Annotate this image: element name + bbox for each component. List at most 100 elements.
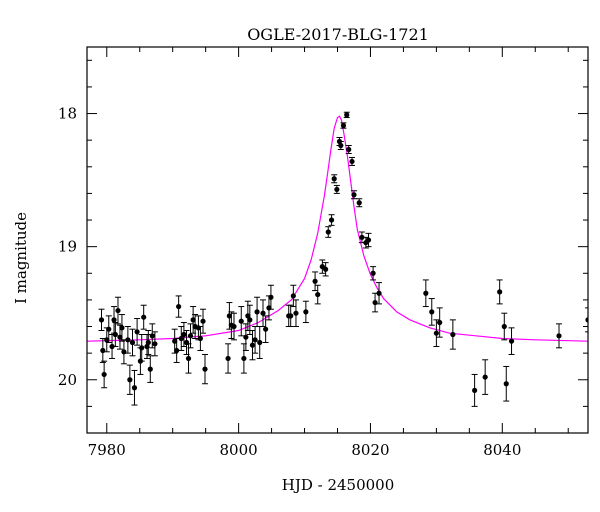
data-point bbox=[105, 315, 112, 343]
data-marker bbox=[115, 307, 121, 314]
data-marker bbox=[127, 377, 133, 383]
data-point bbox=[134, 318, 141, 346]
data-point bbox=[340, 122, 347, 129]
data-point bbox=[149, 323, 156, 349]
data-marker bbox=[119, 325, 125, 331]
data-marker bbox=[101, 371, 107, 378]
data-point bbox=[175, 295, 182, 318]
data-point bbox=[254, 296, 261, 328]
data-marker bbox=[349, 158, 355, 165]
data-marker bbox=[268, 294, 274, 300]
data-point bbox=[319, 259, 326, 274]
data-marker bbox=[131, 385, 138, 391]
data-point bbox=[173, 337, 180, 363]
data-point bbox=[225, 343, 232, 374]
model-curve bbox=[87, 115, 588, 342]
data-point bbox=[201, 353, 208, 385]
data-marker bbox=[174, 347, 180, 354]
data-marker bbox=[109, 343, 115, 350]
data-point bbox=[145, 330, 152, 355]
data-point bbox=[267, 284, 274, 310]
data-point bbox=[471, 373, 478, 407]
data-marker bbox=[497, 289, 503, 295]
data-point bbox=[147, 355, 154, 383]
data-marker bbox=[323, 266, 329, 272]
data-point bbox=[555, 323, 562, 349]
data-point bbox=[312, 271, 319, 292]
data-marker bbox=[252, 337, 258, 343]
data-marker bbox=[185, 355, 192, 362]
data-marker bbox=[111, 317, 117, 323]
data-marker bbox=[365, 237, 372, 243]
data-point bbox=[333, 184, 340, 194]
x-tick-label: 7980 bbox=[88, 441, 126, 459]
chart-title: OGLE-2017-BLG-1721 bbox=[247, 25, 429, 44]
x-tick-label: 8020 bbox=[351, 441, 389, 459]
y-tick-label: 20 bbox=[58, 371, 77, 389]
data-marker bbox=[145, 339, 151, 346]
data-point bbox=[370, 266, 377, 281]
data-marker bbox=[325, 229, 331, 235]
data-marker bbox=[482, 374, 488, 380]
data-point bbox=[99, 337, 106, 363]
data-marker bbox=[112, 331, 118, 338]
x-axis-label: HJD - 2450000 bbox=[282, 476, 395, 494]
data-marker bbox=[245, 313, 251, 319]
data-marker bbox=[312, 278, 318, 284]
data-marker bbox=[585, 317, 588, 323]
data-marker bbox=[129, 339, 136, 346]
data-marker bbox=[344, 112, 350, 118]
data-point bbox=[114, 296, 121, 325]
data-point bbox=[349, 156, 356, 166]
data-point bbox=[287, 304, 294, 328]
data-point bbox=[290, 284, 297, 308]
y-tick-label: 18 bbox=[58, 105, 77, 123]
data-marker bbox=[238, 318, 244, 324]
data-point bbox=[314, 284, 321, 305]
x-tick-label: 8040 bbox=[483, 441, 521, 459]
data-point bbox=[508, 327, 515, 355]
data-marker bbox=[152, 341, 158, 347]
data-marker bbox=[254, 309, 260, 315]
data-point bbox=[260, 299, 267, 328]
data-marker bbox=[200, 318, 206, 324]
data-point bbox=[337, 141, 344, 150]
data-point bbox=[376, 282, 383, 305]
data-point bbox=[328, 214, 335, 226]
data-point bbox=[120, 339, 127, 365]
data-marker bbox=[226, 313, 232, 319]
data-marker bbox=[556, 333, 562, 339]
data-point bbox=[302, 300, 309, 324]
data-marker bbox=[433, 330, 439, 336]
data-marker bbox=[501, 323, 507, 330]
data-marker bbox=[338, 142, 344, 149]
data-marker bbox=[334, 186, 340, 193]
data-point bbox=[249, 330, 256, 361]
data-point bbox=[365, 232, 372, 248]
data-point bbox=[262, 315, 269, 343]
data-point bbox=[350, 190, 357, 200]
y-tick-label: 19 bbox=[58, 238, 77, 256]
data-marker bbox=[181, 331, 187, 338]
data-point bbox=[244, 300, 251, 332]
data-marker bbox=[141, 314, 147, 320]
data-marker bbox=[508, 338, 515, 344]
data-point bbox=[151, 331, 158, 357]
data-marker bbox=[139, 345, 145, 351]
data-marker bbox=[257, 339, 263, 346]
data-marker bbox=[328, 217, 335, 223]
data-point bbox=[422, 279, 429, 308]
data-point bbox=[325, 226, 332, 238]
data-point bbox=[138, 334, 145, 362]
data-marker bbox=[176, 303, 182, 310]
data-marker bbox=[293, 310, 299, 316]
x-tick-label: 8000 bbox=[220, 441, 258, 459]
data-marker bbox=[263, 326, 269, 332]
data-marker bbox=[437, 319, 443, 326]
data-point bbox=[112, 322, 119, 347]
data-point bbox=[433, 319, 440, 347]
data-marker bbox=[351, 192, 357, 198]
data-point bbox=[246, 304, 253, 336]
data-point bbox=[436, 307, 443, 338]
